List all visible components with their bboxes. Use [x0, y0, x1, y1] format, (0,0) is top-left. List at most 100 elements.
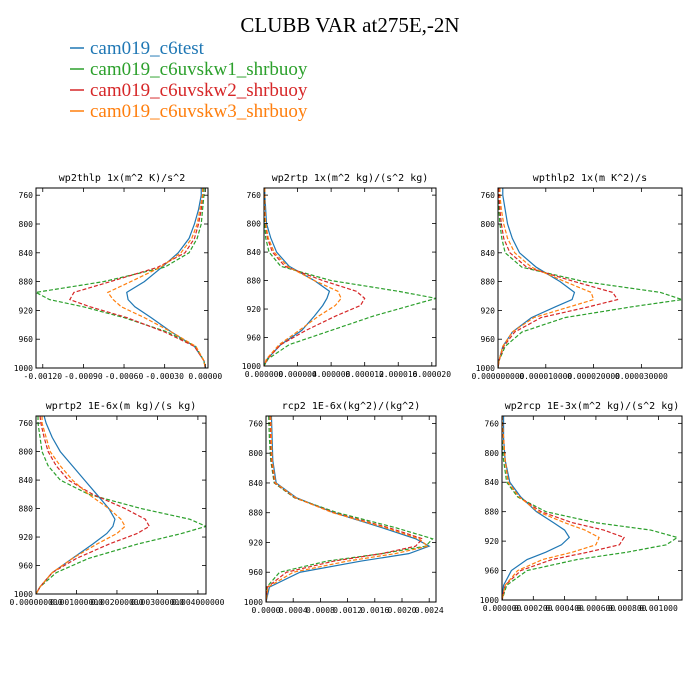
y-tick-label: 960 — [247, 334, 262, 343]
y-tick-label: 1000 — [242, 362, 261, 371]
plot-frame — [35, 187, 209, 369]
y-tick-label: 840 — [481, 249, 496, 258]
series-line-2 — [498, 188, 619, 368]
x-tick-label: 0.000004 — [278, 370, 317, 379]
y-tick-label: 760 — [249, 419, 264, 428]
x-tick-label: 0.001000 — [639, 604, 678, 613]
y-tick-label: 800 — [485, 449, 500, 458]
y-tick-label: 1000 — [14, 590, 33, 599]
x-tick-label: 0.0024 — [415, 606, 444, 615]
y-tick-label: 760 — [19, 419, 34, 428]
x-tick-label: 0.004000000 — [171, 598, 224, 607]
x-tick-label: 0.000010000 — [519, 372, 572, 381]
x-tick-label: 0.000030000 — [615, 372, 668, 381]
x-tick-label: 0.000400 — [545, 604, 584, 613]
y-tick-label: 960 — [481, 335, 496, 344]
y-tick-label: 920 — [481, 306, 496, 315]
plot-frame — [35, 415, 207, 595]
x-tick-label: 0.003000000 — [131, 598, 184, 607]
x-tick-label: 0.0020 — [388, 606, 417, 615]
panel-title: wp2rcp 1E-3x(m^2 kg)/(s^2 kg) — [505, 401, 680, 412]
x-tick-label: 0.0004 — [279, 606, 308, 615]
x-tick-label: 0.000000000 — [472, 372, 525, 381]
legend-item-3: cam019_c6uvskw3_shrbuoy — [70, 101, 308, 122]
y-tick-label: 960 — [485, 567, 500, 576]
series-line-1 — [502, 416, 679, 600]
x-tick-label: 0.0016 — [360, 606, 389, 615]
y-tick-label: 920 — [247, 305, 262, 314]
y-tick-label: 920 — [249, 538, 264, 547]
panel-4: rcp2 1E-6x(kg^2)/(kg^2) 760 800 840 880 920 96… — [244, 401, 444, 615]
y-tick-label: 760 — [481, 191, 496, 200]
x-tick-label: -0.00090 — [64, 372, 103, 381]
series-line-3 — [36, 416, 126, 594]
chart-panels: wp2thlp 1x(m^2 K)/s^2 760 800 840 880 920 960 1… — [10, 173, 683, 615]
y-tick-label: 960 — [19, 562, 34, 571]
y-tick-label: 1000 — [480, 596, 499, 605]
panel-5: wp2rcp 1E-3x(m^2 kg)/(s^2 kg) 760 800 840 88… — [480, 401, 683, 613]
series-line-3 — [106, 188, 206, 368]
series-line-2 — [264, 188, 366, 366]
plot-frame — [497, 187, 683, 369]
x-tick-label: -0.00030 — [145, 372, 184, 381]
panel-0: wp2thlp 1x(m^2 K)/s^2 760 800 840 880 920 960 1… — [14, 173, 223, 381]
panel-3: wprtp2 1E-6x(m kg)/(s kg) 760 800 840 880 920… — [10, 401, 225, 607]
y-tick-label: 760 — [485, 419, 500, 428]
y-tick-label: 960 — [19, 335, 34, 344]
series-line-1 — [266, 416, 434, 602]
y-tick-label: 800 — [19, 448, 34, 457]
series-line-0 — [264, 188, 331, 366]
series-line-3 — [502, 416, 600, 600]
legend-item-1: cam019_c6uvskw1_shrbuoy — [70, 59, 308, 80]
panel-title: rcp2 1E-6x(kg^2)/(kg^2) — [282, 401, 420, 412]
series-line-1 — [36, 188, 206, 368]
panel-1: wp2rtp 1x(m^2 kg)/(s^2 kg) 760 800 840 880 92… — [242, 173, 452, 379]
y-tick-label: 880 — [19, 505, 34, 514]
legend-label-0: cam019_c6test — [90, 38, 205, 59]
series-line-2 — [36, 416, 151, 594]
x-tick-label: 0.000016 — [379, 370, 418, 379]
legend-label-1: cam019_c6uvskw1_shrbuoy — [90, 59, 308, 80]
x-tick-label: -0.00120 — [24, 372, 63, 381]
y-tick-label: 1000 — [476, 364, 495, 373]
plot-frame — [263, 187, 437, 367]
series-line-2 — [266, 416, 424, 602]
series-line-2 — [502, 416, 625, 600]
panel-title: wp2thlp 1x(m^2 K)/s^2 — [59, 173, 185, 184]
y-tick-label: 800 — [247, 220, 262, 229]
panel-title: wpthlp2 1x(m K^2)/s — [533, 173, 647, 184]
figure-title: CLUBB VAR at275E,-2N — [240, 13, 459, 37]
y-tick-label: 880 — [485, 508, 500, 517]
y-tick-label: 880 — [249, 509, 264, 518]
series-line-0 — [266, 416, 431, 602]
x-tick-label: 0.00000 — [188, 372, 222, 381]
y-tick-label: 880 — [247, 277, 262, 286]
y-tick-label: 760 — [247, 191, 262, 200]
y-tick-label: 840 — [249, 479, 264, 488]
x-tick-label: 0.002000000 — [90, 598, 143, 607]
x-tick-label: 0.000000 — [245, 370, 284, 379]
series-line-1 — [264, 188, 436, 366]
y-tick-label: 840 — [19, 249, 34, 258]
x-tick-label: 0.0008 — [306, 606, 335, 615]
x-tick-label: 0.000800 — [608, 604, 647, 613]
y-tick-label: 920 — [19, 306, 34, 315]
series-line-3 — [264, 188, 342, 366]
x-tick-label: 0.000000000 — [10, 598, 63, 607]
legend-item-0: cam019_c6test — [70, 38, 205, 59]
y-tick-label: 760 — [19, 191, 34, 200]
x-tick-label: 0.000200 — [514, 604, 553, 613]
x-tick-label: 0.0000 — [252, 606, 281, 615]
y-tick-label: 1000 — [244, 598, 263, 607]
y-tick-label: 840 — [247, 248, 262, 257]
series-line-3 — [498, 188, 595, 368]
y-tick-label: 880 — [19, 278, 34, 287]
x-tick-label: 0.000000 — [483, 604, 522, 613]
plot-frame — [265, 415, 437, 603]
x-tick-label: -0.00060 — [105, 372, 144, 381]
x-tick-label: 0.000008 — [312, 370, 351, 379]
y-tick-label: 960 — [249, 568, 264, 577]
y-tick-label: 840 — [485, 478, 500, 487]
panel-2: wpthlp2 1x(m K^2)/s 760 800 840 880 920 960 100… — [472, 173, 683, 381]
legend-item-2: cam019_c6uvskw2_shrbuoy — [70, 80, 308, 101]
